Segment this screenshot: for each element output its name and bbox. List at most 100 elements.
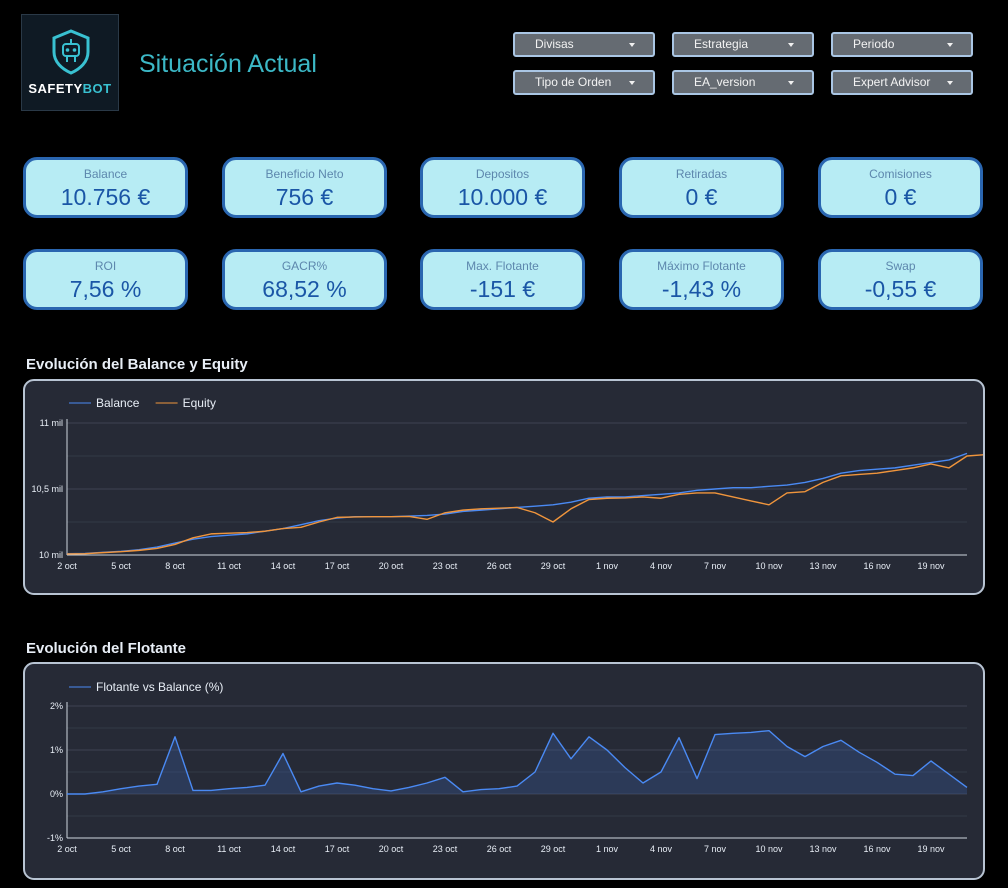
x-tick-label: 19 nov [917, 844, 945, 854]
kpi-value: 0 € [884, 184, 917, 210]
x-tick-label: 11 oct [217, 561, 241, 571]
x-tick-label: 2 oct [57, 561, 77, 571]
kpi-depositos: Depositos 10.000 € [420, 157, 585, 218]
balance-equity-chart: 10 mil 10,5 mil 11 mil 2 oct 5 oct 8 oct 11 oc… [23, 379, 985, 595]
kpi-label: Beneficio Neto [265, 167, 344, 181]
x-tick-label: 23 oct [433, 844, 458, 854]
filter-label: Divisas [535, 37, 574, 51]
filter-tipo-de-orden[interactable]: Tipo de Orden [513, 70, 655, 95]
filter-estrategia[interactable]: Estrategia [672, 32, 814, 57]
kpi-balance: Balance 10.756 € [23, 157, 188, 218]
legend-label: Flotante vs Balance (%) [96, 680, 223, 694]
x-tick-label: 7 nov [704, 844, 727, 854]
x-tick-label: 29 oct [541, 844, 566, 854]
filter-label: EA_version [694, 75, 756, 89]
x-tick-label: 5 oct [111, 561, 131, 571]
kpi-label: Depositos [475, 167, 530, 181]
filter-label: Tipo de Orden [535, 75, 612, 89]
legend-label: Balance [96, 396, 140, 410]
x-tick-label: 11 oct [217, 844, 241, 854]
y-tick-label: 10,5 mil [31, 484, 63, 494]
kpi-value: 68,52 % [262, 276, 347, 302]
balance-equity-plot: 10 mil 10,5 mil 11 mil 2 oct 5 oct 8 oct 11 oc… [31, 396, 983, 571]
kpi-comisiones: Comisiones 0 € [818, 157, 983, 218]
flotante-chart: -1% 0% 1% 2% 2 oct 5 oct 8 oct 11 oct 14 oct 17 o… [23, 662, 985, 880]
shield-robot-icon [52, 29, 90, 75]
caret-down-icon [788, 43, 794, 47]
kpi-label: Max. Flotante [466, 259, 539, 273]
x-tick-label: 17 oct [325, 844, 350, 854]
kpi-label: Retiradas [675, 167, 728, 181]
x-tick-label: 19 nov [917, 561, 945, 571]
series-line [66, 452, 968, 555]
caret-down-icon [947, 81, 953, 85]
x-tick-label: 1 nov [596, 844, 619, 854]
filter-ea-version[interactable]: EA_version [672, 70, 814, 95]
kpi-label: Comisiones [869, 167, 932, 181]
kpi-value: 10.756 € [60, 184, 151, 210]
kpi-label: Balance [83, 167, 128, 181]
x-tick-label: 20 oct [379, 844, 404, 854]
x-tick-label: 4 nov [650, 561, 673, 571]
filter-label: Periodo [853, 37, 895, 51]
x-tick-label: 1 nov [596, 561, 619, 571]
kpi-label: GACR% [281, 259, 328, 273]
kpi-gacr: GACR% 68,52 % [222, 249, 387, 310]
balance-chart-title: Evolución del Balance y Equity [26, 356, 248, 373]
x-tick-label: 4 nov [650, 844, 673, 854]
y-tick-label: 1% [50, 745, 63, 755]
filter-label: Expert Advisor [853, 75, 931, 89]
y-tick-label: 2% [50, 701, 63, 711]
y-tick-label: 10 mil [39, 550, 63, 560]
caret-down-icon [629, 43, 635, 47]
series-area [67, 730, 967, 794]
kpi-label: ROI [94, 259, 117, 273]
caret-down-icon [788, 81, 794, 85]
brand-name: SAFETY [28, 81, 83, 96]
x-tick-label: 13 nov [809, 844, 837, 854]
y-tick-label: -1% [47, 833, 63, 843]
caret-down-icon [947, 43, 953, 47]
x-tick-label: 20 oct [379, 561, 404, 571]
x-tick-label: 16 nov [863, 561, 891, 571]
kpi-retiradas: Retiradas 0 € [619, 157, 784, 218]
x-tick-label: 8 oct [165, 844, 185, 854]
safetybot-logo: SAFETYBOT [21, 14, 119, 111]
x-tick-label: 10 nov [755, 844, 783, 854]
kpi-maximo-flotante: Máximo Flotante -1,43 % [619, 249, 784, 310]
kpi-value: -1,43 % [661, 276, 742, 302]
kpi-swap: Swap -0,55 € [818, 249, 983, 310]
kpi-max-flotante: Max. Flotante -151 € [420, 249, 585, 310]
x-tick-label: 14 oct [271, 561, 296, 571]
y-tick-label: 11 mil [40, 418, 63, 428]
kpi-value: -0,55 € [864, 276, 937, 302]
filter-periodo[interactable]: Periodo [831, 32, 973, 57]
x-tick-label: 16 nov [863, 844, 891, 854]
x-tick-label: 2 oct [57, 844, 77, 854]
x-tick-label: 13 nov [809, 561, 837, 571]
x-tick-label: 17 oct [325, 561, 350, 571]
kpi-value: 0 € [685, 184, 718, 210]
filter-expert-advisor[interactable]: Expert Advisor [831, 70, 973, 95]
filter-divisas[interactable]: Divisas [513, 32, 655, 57]
filter-label: Estrategia [694, 37, 749, 51]
x-tick-label: 23 oct [433, 561, 458, 571]
series-line [67, 729, 968, 795]
x-tick-label: 5 oct [111, 844, 131, 854]
kpi-label: Swap [885, 259, 916, 273]
x-tick-label: 10 nov [755, 561, 783, 571]
x-tick-label: 26 oct [487, 561, 512, 571]
x-tick-label: 7 nov [704, 561, 727, 571]
flotante-chart-title: Evolución del Flotante [26, 640, 187, 657]
kpi-value: -151 € [469, 276, 536, 302]
x-tick-label: 26 oct [487, 844, 512, 854]
kpi-value: 10.000 € [457, 184, 548, 210]
x-tick-label: 29 oct [541, 561, 566, 571]
x-tick-label: 8 oct [165, 561, 185, 571]
caret-down-icon [629, 81, 635, 85]
y-tick-label: 0% [50, 789, 63, 799]
kpi-value: 756 € [275, 184, 334, 210]
flotante-plot: -1% 0% 1% 2% 2 oct 5 oct 8 oct 11 oct 14 oct 17 o… [47, 680, 968, 854]
kpi-beneficio-neto: Beneficio Neto 756 € [222, 157, 387, 218]
brand-accent: BOT [82, 81, 112, 96]
